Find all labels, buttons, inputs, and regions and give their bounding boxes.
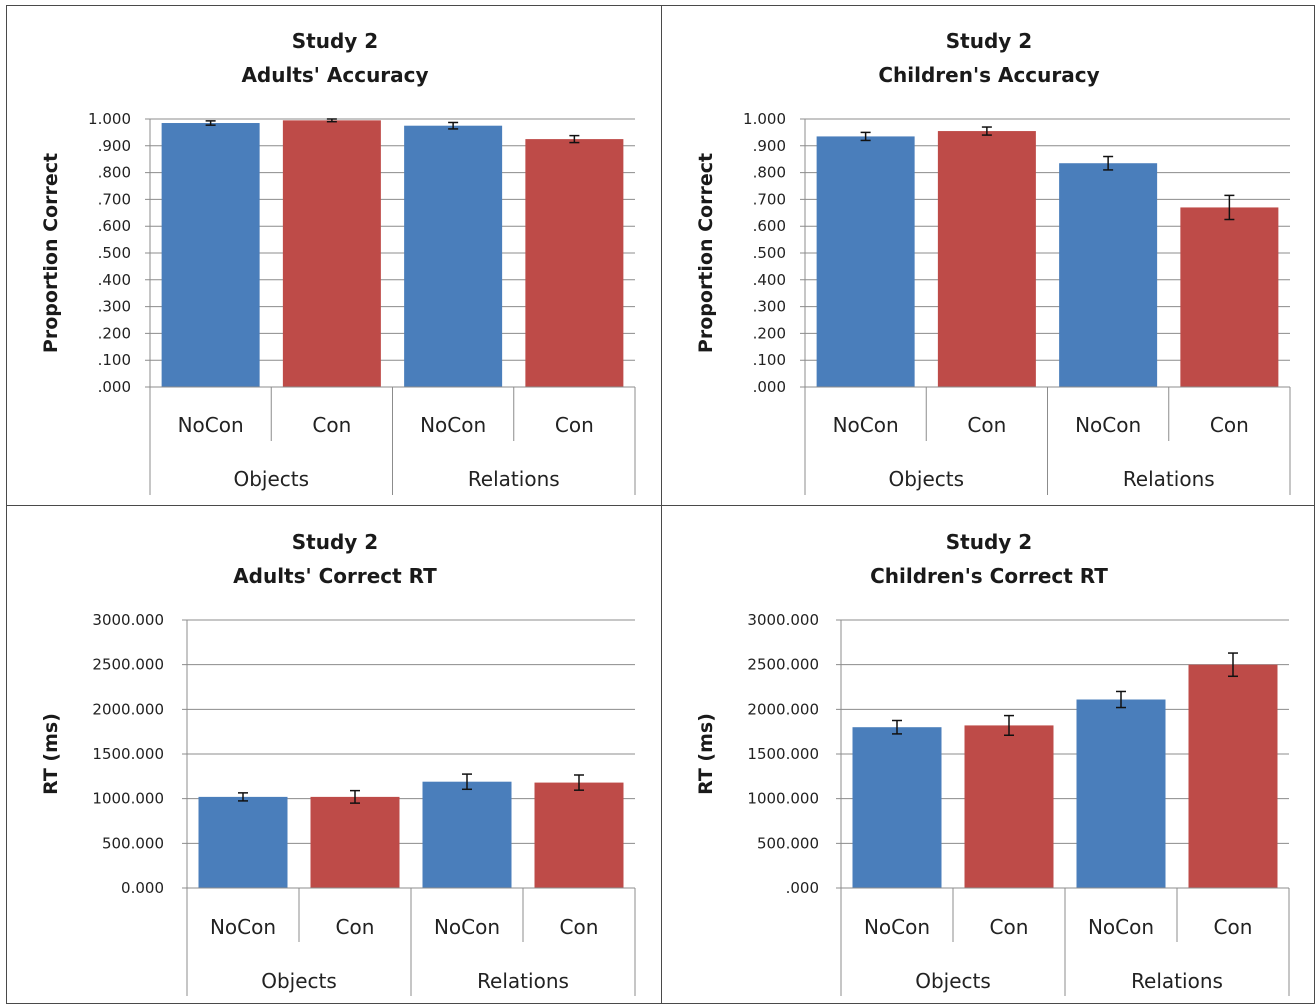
bar <box>534 782 624 888</box>
y-tick-label: .000 <box>786 879 819 897</box>
y-tick-label: .200 <box>98 324 131 342</box>
bar <box>1076 699 1166 888</box>
y-tick-label: 0.000 <box>121 879 164 897</box>
y-tick-label: .500 <box>98 244 131 262</box>
x-tick-label: Con <box>312 413 351 437</box>
y-tick-label: .000 <box>98 378 131 396</box>
group-label: Relations <box>477 969 569 993</box>
y-tick-label: .900 <box>753 137 786 155</box>
y-tick-label: .700 <box>98 190 131 208</box>
chart-subtitle: Children's Accuracy <box>878 63 1099 87</box>
x-tick-label: NoCon <box>1088 915 1154 939</box>
bar <box>852 727 942 888</box>
chart-panel-children-rt: Study 2 Children's Correct RT RT (ms) 3000.… <box>661 505 1315 1004</box>
chart-panel-children-accuracy: Study 2 Children's Accuracy Proportion Cor… <box>661 5 1315 506</box>
group-label: Objects <box>261 969 337 993</box>
group-label: Objects <box>233 467 309 491</box>
y-axis-label: Proportion Correct <box>40 153 62 353</box>
y-tick-label: 1.000 <box>88 110 131 128</box>
x-tick-label: NoCon <box>1075 413 1141 437</box>
y-tick-label: .000 <box>753 378 786 396</box>
bar <box>422 781 512 888</box>
y-tick-label: 2000.000 <box>92 700 164 718</box>
x-tick-label: Con <box>555 413 594 437</box>
y-tick-label: .200 <box>753 324 786 342</box>
y-tick-label: .900 <box>98 137 131 155</box>
y-tick-label: 1000.000 <box>92 790 164 808</box>
y-tick-label: 1500.000 <box>92 745 164 763</box>
group-label: Objects <box>915 969 991 993</box>
group-label: Relations <box>1131 969 1223 993</box>
chart-title: Study 2 <box>292 530 378 554</box>
chart-subtitle: Adults' Accuracy <box>241 63 428 87</box>
y-tick-label: 1500.000 <box>747 745 819 763</box>
x-tick-label: Con <box>560 915 599 939</box>
chart-title: Study 2 <box>946 29 1032 53</box>
bar <box>937 131 1036 387</box>
y-tick-label: 500.000 <box>102 834 164 852</box>
y-tick-label: .400 <box>98 271 131 289</box>
y-axis-label: RT (ms) <box>695 713 717 795</box>
bar <box>161 123 260 388</box>
x-tick-label: Con <box>1210 413 1249 437</box>
chart-panel-adults-accuracy: Study 2 Adults' Accuracy Proportion Correc… <box>6 5 662 506</box>
y-tick-label: 2000.000 <box>747 700 819 718</box>
y-tick-label: 3000.000 <box>92 611 164 629</box>
bar <box>525 139 624 387</box>
y-tick-label: 500.000 <box>757 834 819 852</box>
y-tick-label: .100 <box>98 351 131 369</box>
y-tick-label: 3000.000 <box>747 611 819 629</box>
group-label: Relations <box>468 467 560 491</box>
x-tick-label: NoCon <box>833 413 899 437</box>
y-tick-label: 2500.000 <box>747 656 819 674</box>
bar <box>964 725 1054 888</box>
bar <box>198 796 288 888</box>
x-tick-label: Con <box>1214 915 1253 939</box>
chart-subtitle: Adults' Correct RT <box>233 564 437 588</box>
x-tick-label: NoCon <box>210 915 276 939</box>
bar <box>1059 163 1158 387</box>
y-tick-label: 1000.000 <box>747 790 819 808</box>
bar <box>310 796 400 888</box>
y-tick-label: .600 <box>753 217 786 235</box>
x-tick-label: NoCon <box>434 915 500 939</box>
bar <box>282 120 381 387</box>
y-tick-label: .100 <box>753 351 786 369</box>
group-label: Relations <box>1123 467 1215 491</box>
x-tick-label: Con <box>967 413 1006 437</box>
x-tick-label: NoCon <box>178 413 244 437</box>
bar <box>1188 664 1278 888</box>
group-label: Objects <box>888 467 964 491</box>
x-tick-label: Con <box>336 915 375 939</box>
bar <box>1180 207 1279 387</box>
y-tick-label: .800 <box>98 164 131 182</box>
chart-title: Study 2 <box>292 29 378 53</box>
y-tick-label: .700 <box>753 190 786 208</box>
chart-title: Study 2 <box>946 530 1032 554</box>
chart-svg: Study 2 Adults' Accuracy Proportion Correc… <box>40 29 636 495</box>
chart-subtitle: Children's Correct RT <box>870 564 1108 588</box>
chart-panel-adults-rt: Study 2 Adults' Correct RT RT (ms) 3000.000… <box>6 505 662 1004</box>
y-axis-label: Proportion Correct <box>695 153 717 353</box>
chart-svg: Study 2 Children's Accuracy Proportion Cor… <box>695 29 1291 495</box>
y-tick-label: .800 <box>753 164 786 182</box>
y-axis-label: RT (ms) <box>40 713 62 795</box>
x-tick-label: NoCon <box>864 915 930 939</box>
bar <box>404 125 503 387</box>
y-tick-label: .400 <box>753 271 786 289</box>
chart-svg: Study 2 Adults' Correct RT RT (ms) 3000.000… <box>40 530 636 996</box>
bar <box>816 136 915 387</box>
y-tick-label: .600 <box>98 217 131 235</box>
chart-svg: Study 2 Children's Correct RT RT (ms) 3000.… <box>695 530 1290 996</box>
y-tick-label: .500 <box>753 244 786 262</box>
y-tick-label: .300 <box>98 298 131 316</box>
y-tick-label: 2500.000 <box>92 656 164 674</box>
y-tick-label: .300 <box>753 298 786 316</box>
x-tick-label: Con <box>990 915 1029 939</box>
x-tick-label: NoCon <box>420 413 486 437</box>
y-tick-label: 1.000 <box>743 110 786 128</box>
